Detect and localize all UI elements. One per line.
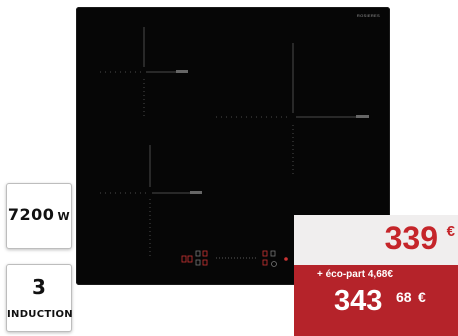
- price-main: 339: [384, 220, 438, 256]
- zones-badge: 3 INDUCTION: [6, 264, 73, 332]
- power-number: 7200: [7, 205, 55, 224]
- price-total-integer: 343: [334, 285, 383, 317]
- price-total-currency: €: [418, 289, 426, 305]
- price-total-panel: + éco-part 4,68€ 343 68 €: [294, 265, 458, 336]
- price-total-cents: 68: [396, 289, 412, 305]
- power-unit: W: [57, 210, 71, 223]
- power-badge: 7200 W: [6, 183, 72, 249]
- power-value: 7200 W: [7, 205, 71, 224]
- eco-part-label: + éco-part 4,68€: [317, 269, 393, 280]
- zones-count: 3: [32, 275, 46, 299]
- price-main-currency: €: [446, 223, 455, 240]
- zones-label: INDUCTION: [7, 309, 73, 320]
- induction-hob-image: ROSIERES: [76, 7, 390, 285]
- price-main-panel: 339 €: [294, 215, 458, 265]
- touch-control-icons: [181, 250, 268, 266]
- price-box: 339 € + éco-part 4,68€ 343 68 €: [294, 215, 458, 336]
- hob-brand-label: ROSIERES: [356, 13, 380, 18]
- cooking-zone-markings: [100, 27, 369, 267]
